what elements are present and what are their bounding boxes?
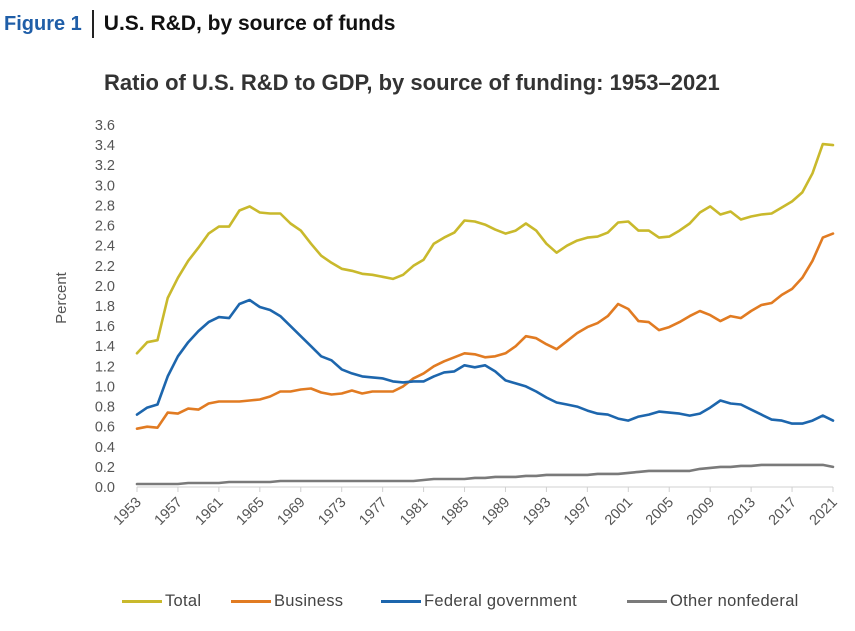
x-tick-label: 1989 xyxy=(479,495,513,529)
y-tick-label: 2.4 xyxy=(95,239,115,255)
y-tick-label: 2.2 xyxy=(95,259,115,275)
x-tick-label: 1977 xyxy=(356,495,390,529)
figure-title: U.S. R&D, by source of funds xyxy=(103,12,396,35)
legend-swatch-other-nonfederal xyxy=(627,600,667,603)
figure-header-divider xyxy=(91,10,94,38)
legend-item-business: Business xyxy=(231,592,343,611)
x-tick-label: 2017 xyxy=(766,495,800,529)
y-axis-label: Percent xyxy=(53,271,70,324)
legend-label-business: Business xyxy=(274,592,344,610)
y-tick-label: 0.0 xyxy=(95,480,115,496)
series-line-other-nonfederal xyxy=(135,463,835,486)
y-tick-label: 3.0 xyxy=(95,178,115,194)
y-tick-label: 1.4 xyxy=(95,339,115,355)
y-axis-ticks: 0.0 0.2 0.4 0.6 0.8 1.0 1.2 1.4 1.6 1.8 2.0 2.2 2.4 2… xyxy=(95,118,115,496)
series-line-business xyxy=(135,232,835,430)
x-tick-label: 1997 xyxy=(561,495,595,529)
x-tick-label: 2021 xyxy=(807,495,841,529)
y-tick-label: 3.4 xyxy=(95,138,115,154)
y-tick-label: 0.8 xyxy=(95,400,115,416)
y-tick-label: 1.0 xyxy=(95,379,115,395)
legend-label-total: Total xyxy=(165,592,202,610)
legend-swatch-total xyxy=(122,600,162,603)
x-tick-label: 1981 xyxy=(397,495,431,529)
y-tick-label: 1.8 xyxy=(95,299,115,315)
chart-title: Ratio of U.S. R&D to GDP, by source of f… xyxy=(104,70,720,95)
y-tick-label: 1.6 xyxy=(95,319,115,335)
series-line-total xyxy=(135,142,835,355)
x-tick-label: 2005 xyxy=(643,495,677,529)
x-tick-label: 2013 xyxy=(725,495,759,529)
line-chart: 0.0 0.2 0.4 0.6 0.8 1.0 1.2 1.4 1.6 1.8 2.0 2.2 2.4 2… xyxy=(53,118,841,529)
y-tick-label: 2.8 xyxy=(95,198,115,214)
x-tick-label: 1957 xyxy=(152,495,186,529)
x-tick-label: 2001 xyxy=(602,495,636,529)
series-line-federal-government xyxy=(135,298,835,425)
x-tick-label: 2009 xyxy=(684,495,718,529)
chart-legend: Total Business Federal government Other … xyxy=(0,592,855,618)
x-tick-label: 1985 xyxy=(438,495,472,529)
legend-swatch-business xyxy=(231,600,271,603)
legend-item-total: Total xyxy=(122,592,201,611)
legend-label-other-nonfederal: Other nonfederal xyxy=(670,592,799,610)
y-tick-label: 2.0 xyxy=(95,279,115,295)
y-tick-label: 3.6 xyxy=(95,118,115,134)
y-tick-label: 1.2 xyxy=(95,359,115,375)
y-tick-label: 3.2 xyxy=(95,158,115,174)
figure-header: Figure 1 U.S. R&D, by source of funds xyxy=(4,8,396,40)
legend-swatch-federal-government xyxy=(381,600,421,603)
x-tick-label: 1961 xyxy=(193,495,227,529)
figure-label: Figure 1 xyxy=(4,12,82,35)
x-tick-label: 1993 xyxy=(520,495,554,529)
y-tick-label: 0.6 xyxy=(95,420,115,436)
y-tick-label: 0.2 xyxy=(95,460,115,476)
legend-item-other-nonfederal: Other nonfederal xyxy=(627,592,799,611)
legend-item-federal-government: Federal government xyxy=(381,592,577,611)
x-tick-label: 1953 xyxy=(111,495,145,529)
x-tick-label: 1973 xyxy=(315,495,349,529)
x-axis-ticks: 1953 1957 1961 1965 1969 1973 1977 1981 1985 1989… xyxy=(111,487,841,529)
x-tick-label: 1969 xyxy=(274,495,308,529)
y-tick-label: 0.4 xyxy=(95,440,115,456)
y-tick-label: 2.6 xyxy=(95,219,115,235)
series-lines xyxy=(135,142,835,486)
legend-label-federal-government: Federal government xyxy=(424,592,578,610)
x-tick-label: 1965 xyxy=(234,495,268,529)
